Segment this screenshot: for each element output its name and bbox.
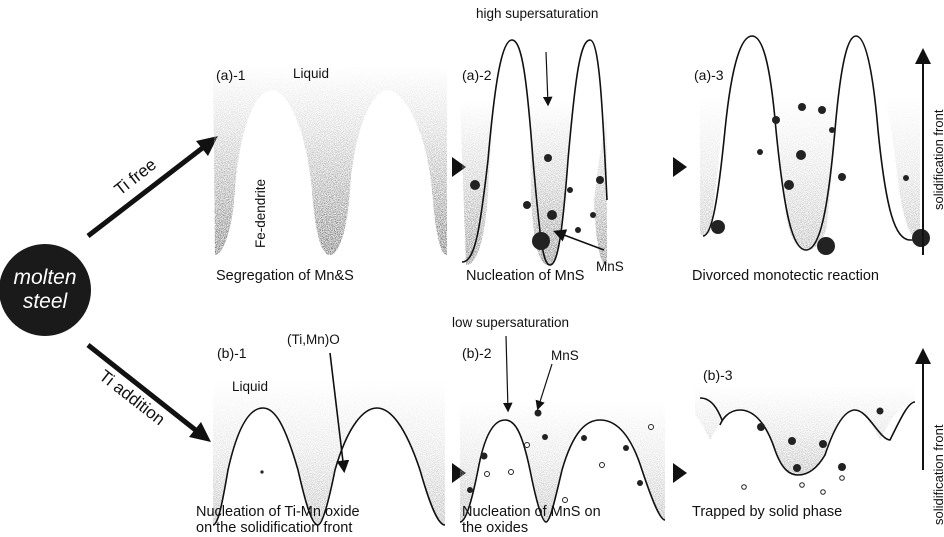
step-arrow (673, 463, 687, 483)
mns-particles (470, 154, 604, 250)
liquid-region (460, 100, 607, 265)
step-arrow (452, 463, 466, 483)
caption: Nucleation of Ti-Mn oxide (196, 504, 360, 520)
dendrite-outline (699, 397, 916, 476)
note: Liquid (293, 66, 329, 81)
panel: (b)-3 Trapped by solid phase (692, 367, 916, 520)
liquid-region (213, 380, 445, 525)
route-arrow (86, 343, 200, 434)
mns-particles (711, 103, 930, 255)
axis-label: solidification front (931, 424, 944, 525)
panel-id: (b)-3 (703, 367, 733, 383)
panel-id: (a)-2 (462, 67, 492, 83)
caption: Trapped by solid phase (692, 504, 842, 520)
note: Fe-dendrite (253, 179, 268, 248)
note: low supersaturation (452, 315, 569, 330)
panel: (b)-2 low supersaturation MnS Nucleation… (452, 315, 666, 536)
liquid-region (213, 65, 447, 255)
note-arrow (553, 229, 605, 251)
note-arrow (535, 363, 553, 411)
note: MnS (596, 259, 624, 274)
note-arrow (542, 51, 553, 107)
dendrite-outline (212, 407, 446, 526)
caption: Nucleation of MnS (466, 268, 584, 284)
caption: Divorced monotectic reaction (692, 268, 879, 284)
panel: (a)-3 Divorced monotectic reaction (692, 35, 930, 284)
particles (467, 409, 654, 503)
step-arrow (673, 157, 687, 177)
source-text: steel (23, 290, 69, 313)
panel-id: (b)-1 (217, 345, 247, 361)
note: high supersaturation (476, 6, 598, 21)
note: MnS (551, 348, 579, 363)
route-arrow-head (189, 422, 211, 442)
dendrite-outline (461, 39, 608, 266)
dendrite-outline (459, 419, 666, 523)
caption: Segregation of Mn&S (216, 268, 354, 284)
axis-label: solidification front (931, 109, 944, 210)
liquid-region (460, 400, 665, 522)
caption: on the solidification front (196, 520, 352, 536)
oxide-particle (260, 470, 264, 474)
panel: (a)-2 high supersaturation MnS Nucleatio… (460, 6, 624, 284)
panel-id: (a)-1 (216, 67, 246, 83)
panel: (a)-1 Liquid Fe-dendrite Segregation of … (213, 65, 447, 284)
route-label: Ti free (111, 155, 160, 199)
panel: (b)-1 Liquid (Ti,Mn)O Nucleation of Ti-M… (196, 332, 446, 536)
particles (741, 407, 884, 495)
route-arrow (86, 144, 207, 238)
panel-id: (a)-3 (694, 67, 724, 83)
caption: Nucleation of MnS on (462, 504, 601, 520)
note-arrow (503, 335, 513, 413)
note: (Ti,Mn)O (287, 332, 340, 347)
liquid-region (700, 95, 920, 250)
step-arrow (452, 157, 466, 177)
panel-id: (b)-2 (462, 345, 492, 361)
note: Liquid (232, 379, 268, 394)
source-text: molten (13, 266, 76, 289)
dendrite-outline (702, 35, 920, 251)
source-circle (0, 244, 91, 336)
caption: the oxides (462, 520, 528, 536)
note-arrow (329, 352, 350, 474)
liquid-region (695, 385, 915, 475)
route-arrow-head (196, 136, 218, 156)
